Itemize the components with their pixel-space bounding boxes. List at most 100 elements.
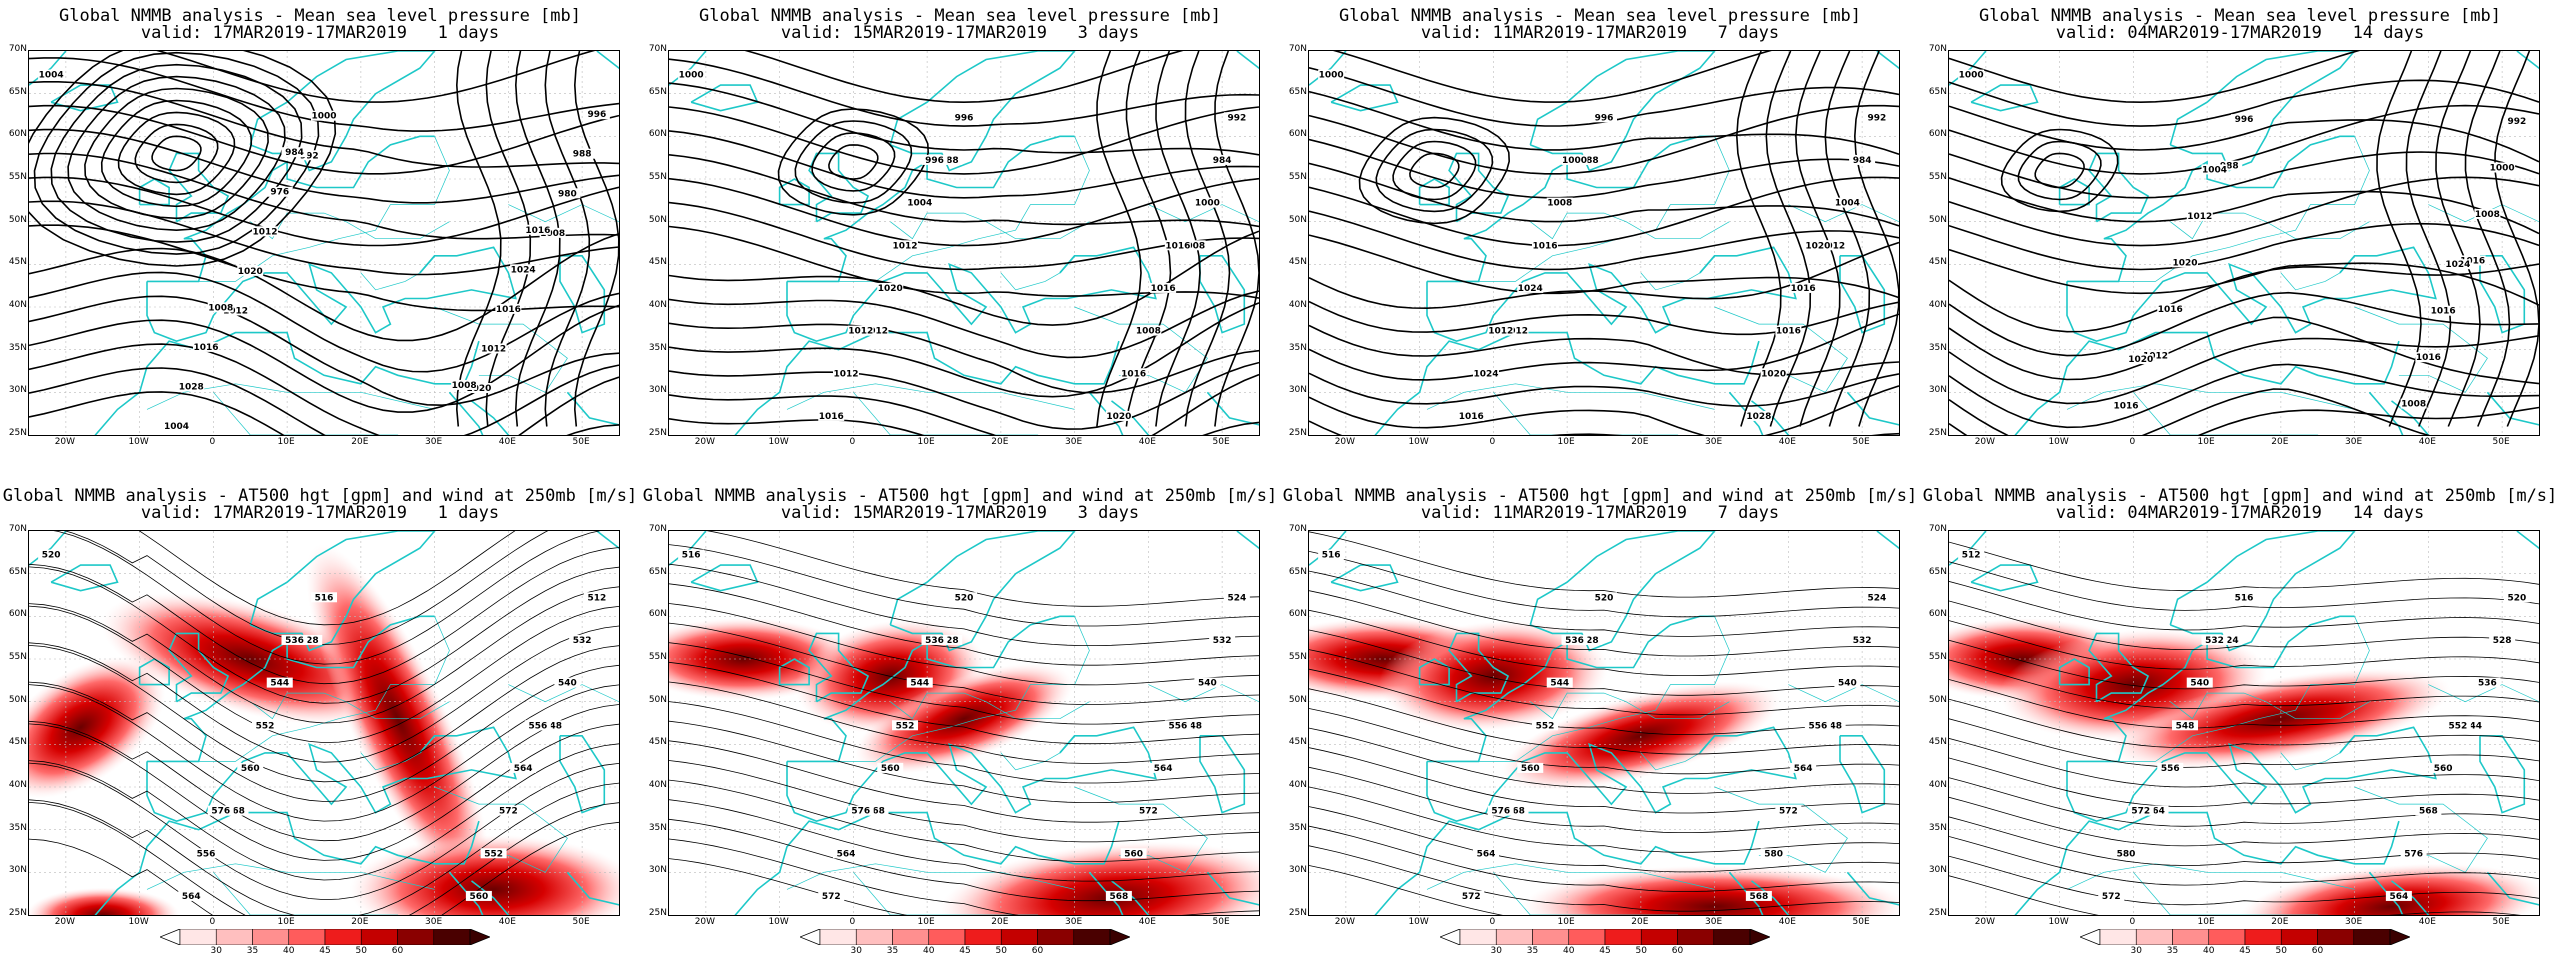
contour-label-bg: [1487, 805, 1514, 816]
contour-label-bg: [1790, 282, 1817, 293]
height-contour: [1309, 845, 1899, 912]
isobar-contour: [29, 367, 619, 435]
coastline: [50, 564, 119, 592]
isobar-contour: [1184, 51, 1231, 427]
lon-tick-label: 20W: [1974, 917, 1996, 927]
contour-label-bg: [1804, 720, 1831, 731]
panel-valid-date: valid: 04MAR2019-17MAR2019 14 days: [2055, 503, 2425, 523]
country-border: [360, 752, 421, 771]
contour-label-bg: [1164, 240, 1191, 251]
contour-label: 1004: [164, 422, 189, 432]
lat-tick-label: 50N: [1928, 694, 1947, 705]
contour-label-bg: [1502, 805, 1529, 816]
isobar-contour: [2034, 152, 2085, 189]
coastline: [669, 531, 707, 566]
isobar-contour: [29, 51, 337, 267]
isobar-contour: [1309, 176, 1899, 247]
contour-label-bg: [480, 848, 507, 859]
jet-streak-shading: [2110, 668, 2451, 769]
contour-label-bg: [2474, 677, 2501, 688]
lat-tick-label: 45N: [648, 737, 667, 748]
coastline: [2391, 880, 2430, 915]
coastline: [94, 331, 480, 435]
isobar-contour: [1949, 248, 2539, 306]
height-contour: [669, 544, 1259, 627]
lat-tick-label: 30N: [648, 385, 667, 396]
coastline: [1839, 735, 1886, 814]
contour-label: 560: [241, 764, 260, 774]
colorbar-swatch: [1640, 928, 1678, 946]
height-contour: [1309, 590, 1899, 657]
isobar-contour: [669, 106, 1259, 175]
mslp-panel: Global NMMB analysis - Mean sea level pr…: [1280, 0, 1920, 480]
contour-label: 1004: [39, 71, 64, 81]
contour-label: 552: [256, 721, 275, 731]
lon-tick-label: 40E: [498, 917, 516, 927]
colorbar-swatch: [288, 928, 326, 946]
wind-colorbar: [1438, 928, 1772, 946]
lat-tick-label: 35N: [648, 822, 667, 833]
contour-label: 536: [285, 636, 304, 646]
contour-label: 1028: [1746, 412, 1771, 422]
lon-tick-label: 0: [209, 917, 216, 927]
isobar-contour: [151, 135, 202, 172]
contour-label: 532: [1853, 636, 1872, 646]
height-contour: [669, 838, 1259, 915]
coastline: [147, 615, 435, 763]
contour-label-bg: [1150, 282, 1177, 293]
colorbar-tick-label: 30: [2130, 946, 2142, 956]
contour-label-bg: [951, 112, 977, 123]
isobar-contour: [1949, 363, 2539, 429]
jet-streak-shading: [29, 887, 180, 915]
lat-tick-label: 40N: [648, 780, 667, 790]
contour-label: 1000: [1195, 199, 1220, 209]
height-contour: [1949, 796, 2539, 847]
height-contour: [29, 762, 619, 901]
contour-label: 992: [300, 151, 319, 161]
panel-title: Global NMMB analysis - Mean sea level pr…: [699, 6, 1221, 26]
colorbar-tick-label: 45: [1599, 946, 1611, 956]
colorbar-swatch: [215, 928, 253, 946]
isobar-contour: [1309, 138, 1899, 199]
height-contour: [669, 642, 1259, 725]
map-frame: 516 520 524 528 532 536 540 544 548 552 556 560 564 5…: [1308, 530, 1900, 916]
country-border: [2133, 872, 2319, 915]
contour-label: 532: [1213, 636, 1232, 646]
contour-label: 1016: [1121, 369, 1146, 379]
height-contour: [1309, 531, 1899, 598]
coastline: [29, 531, 67, 566]
lat-tick-label: 70N: [1288, 44, 1307, 54]
contour-label: 564: [1794, 764, 1813, 774]
contour-label-bg: [311, 592, 337, 603]
contour-label: 520: [2507, 593, 2526, 603]
contour-label-bg: [1517, 282, 1544, 293]
height-contour: [1949, 875, 2521, 915]
contour-label-bg: [1223, 112, 1250, 123]
lon-tick-label: 20E: [991, 437, 1009, 447]
lat-tick-label: 45N: [8, 257, 27, 268]
coastline: [596, 51, 619, 70]
lat-tick-label: 30N: [1928, 385, 1947, 396]
isobar-contour: [117, 111, 236, 196]
coastline: [2088, 152, 2150, 223]
contour-label-bg: [2459, 255, 2486, 266]
contour-label: 984: [1213, 156, 1232, 166]
contour-label-bg: [1561, 154, 1588, 165]
contour-label: 1020: [1106, 412, 1131, 422]
coastline: [1846, 391, 1899, 426]
coastline: [2479, 255, 2526, 334]
lon-tick-label: 20E: [2271, 437, 2289, 447]
contour-label-bg: [2385, 890, 2412, 901]
isobar-contour: [1309, 396, 1899, 435]
coastline: [1374, 331, 1760, 435]
coastline: [787, 135, 1075, 283]
jet-streak-shading: [1522, 865, 1899, 915]
height-contour: [29, 645, 619, 783]
contour-label-bg: [222, 805, 249, 816]
height-contour: [29, 566, 619, 704]
contour-label-bg: [1318, 69, 1345, 80]
coastline: [1751, 880, 1790, 915]
contour-label: 560: [469, 892, 488, 902]
country-border: [1478, 616, 1730, 762]
